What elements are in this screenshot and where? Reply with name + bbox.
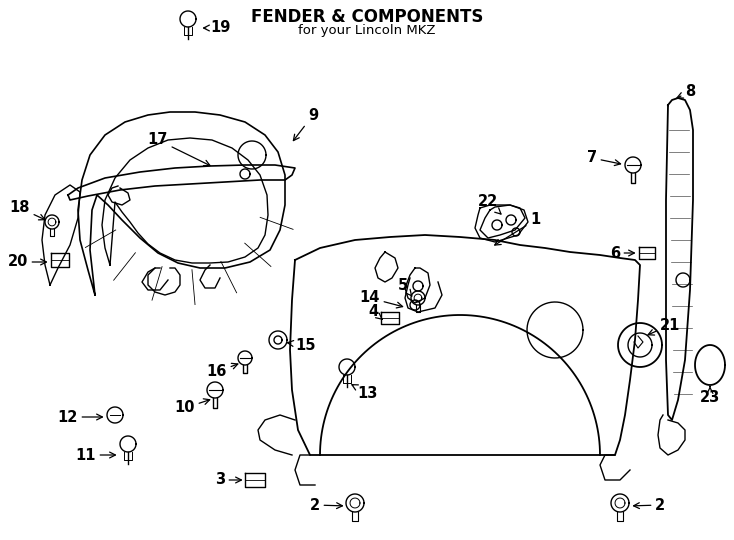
Text: 13: 13 bbox=[352, 384, 377, 401]
Text: 3: 3 bbox=[215, 472, 241, 488]
Text: 10: 10 bbox=[175, 399, 210, 415]
Text: 18: 18 bbox=[10, 200, 45, 220]
Text: 8: 8 bbox=[677, 84, 695, 99]
Text: for your Lincoln MKZ: for your Lincoln MKZ bbox=[298, 24, 436, 37]
Text: 9: 9 bbox=[294, 107, 318, 140]
Text: 6: 6 bbox=[610, 246, 634, 260]
Text: 2: 2 bbox=[310, 497, 343, 512]
Text: 5: 5 bbox=[398, 278, 412, 296]
Text: 20: 20 bbox=[7, 254, 46, 269]
Text: 22: 22 bbox=[478, 194, 501, 214]
Text: FENDER & COMPONENTS: FENDER & COMPONENTS bbox=[251, 8, 483, 26]
Text: 17: 17 bbox=[148, 132, 210, 166]
Text: 7: 7 bbox=[587, 151, 620, 166]
Text: 4: 4 bbox=[368, 305, 382, 320]
Text: 14: 14 bbox=[360, 291, 403, 308]
Text: 1: 1 bbox=[495, 213, 540, 245]
Text: 19: 19 bbox=[203, 21, 230, 36]
Text: 15: 15 bbox=[288, 338, 316, 353]
Text: 12: 12 bbox=[58, 409, 103, 424]
Text: 21: 21 bbox=[648, 318, 680, 335]
Text: 23: 23 bbox=[700, 386, 720, 406]
Text: 16: 16 bbox=[207, 363, 238, 380]
Text: 2: 2 bbox=[633, 497, 665, 512]
Text: 11: 11 bbox=[76, 448, 115, 462]
